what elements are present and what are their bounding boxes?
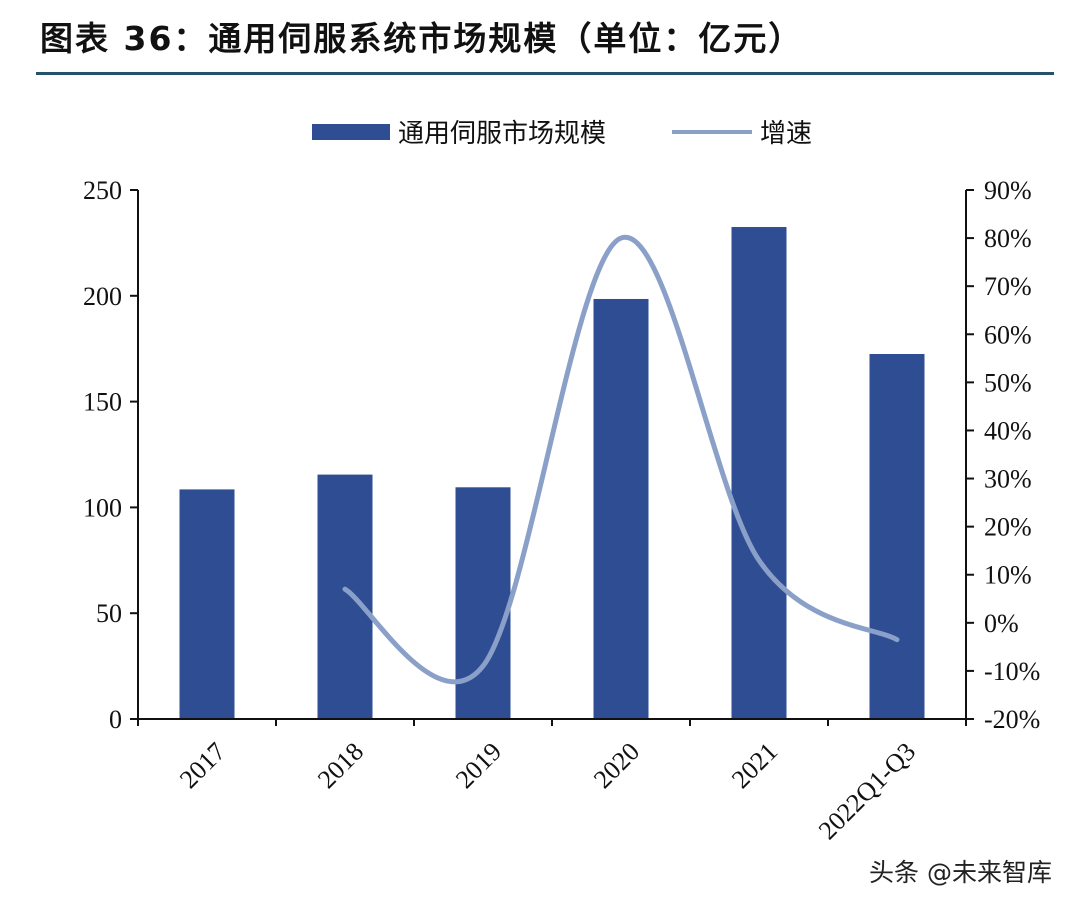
y-right-tick-label: 30% [984, 465, 1032, 494]
y-right-tick-label: 20% [984, 513, 1032, 542]
legend-bar-swatch [312, 124, 390, 140]
x-tick-label: 2017 [174, 737, 231, 794]
x-tick-label: 2022Q1-Q3 [813, 737, 921, 845]
y-right-tick-label: 50% [984, 368, 1032, 397]
bar-2020 [593, 298, 649, 719]
x-tick-label: 2020 [588, 737, 645, 794]
x-tick-label: 2019 [450, 737, 507, 794]
y-right-tick-label: 60% [984, 320, 1032, 349]
bar-2021 [731, 227, 787, 719]
x-tick-label: 2018 [312, 737, 369, 794]
bar-2019 [455, 487, 511, 719]
y-left-tick-label: 250 [83, 176, 122, 205]
bar-2017 [179, 489, 235, 719]
y-right-tick-label: 0% [984, 609, 1019, 638]
y-right-tick-label: 40% [984, 416, 1032, 445]
y-left-tick-label: 50 [96, 599, 122, 628]
page-title: 图表 36：通用伺服系统市场规模（单位：亿元） [40, 19, 804, 58]
growth-line [342, 235, 900, 685]
y-left-tick-label: 100 [83, 493, 122, 522]
y-right-tick-label: -20% [984, 705, 1040, 734]
y-left-tick-label: 200 [83, 282, 122, 311]
y-right-tick-label: 70% [984, 272, 1032, 301]
y-right-tick-label: -10% [984, 657, 1040, 686]
x-tick-label: 2021 [726, 737, 783, 794]
bar-2022Q1-Q3 [869, 353, 925, 719]
y-left-tick-label: 0 [109, 705, 122, 734]
legend-label-line: 增速 [760, 119, 812, 149]
bar-2018 [317, 474, 373, 719]
y-right-tick-label: 80% [984, 224, 1032, 253]
watermark: 头条 @未来智库 [869, 858, 1052, 887]
y-right-tick-label: 90% [984, 176, 1032, 205]
title-divider [36, 72, 1054, 75]
legend-label-bar: 通用伺服市场规模 [398, 119, 606, 149]
y-left-tick-label: 150 [83, 388, 122, 417]
y-right-tick-label: 10% [984, 561, 1032, 590]
